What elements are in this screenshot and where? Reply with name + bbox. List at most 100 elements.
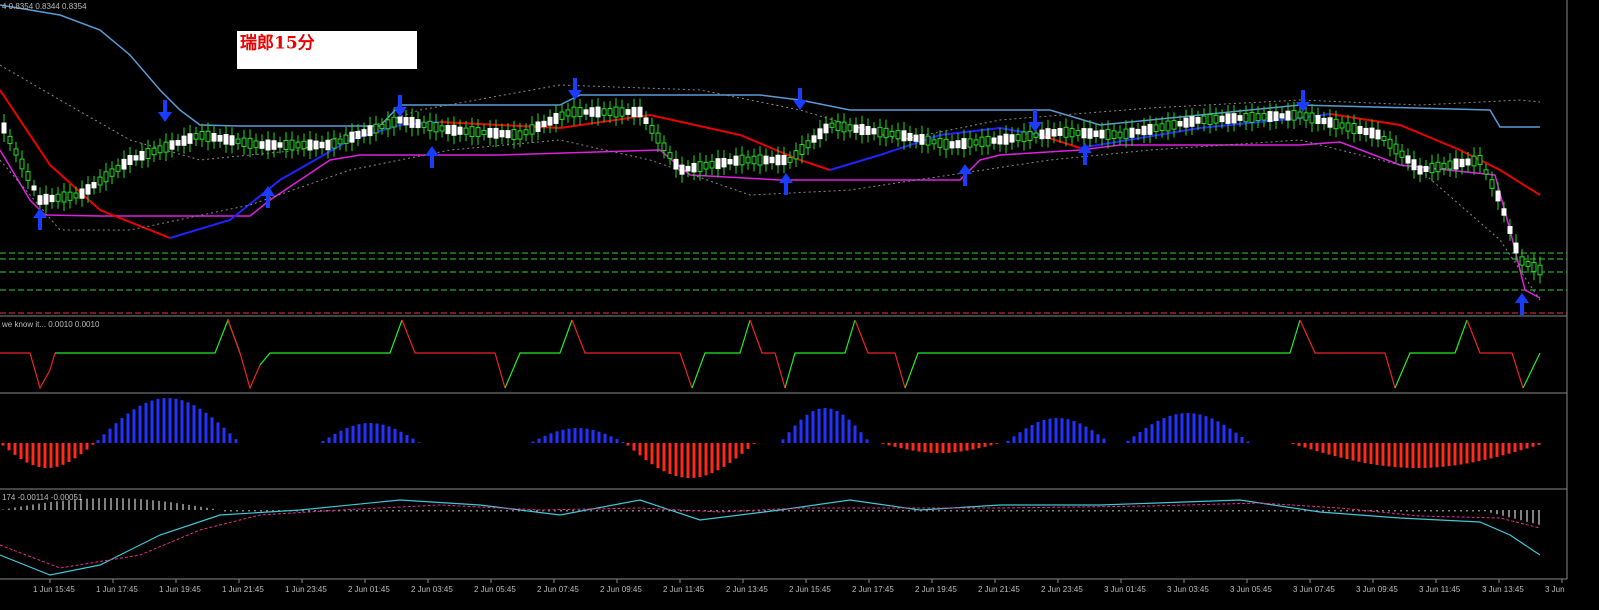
candle-body [133, 155, 139, 161]
candle-body [775, 154, 781, 166]
candle-body [1321, 117, 1327, 125]
candle-body [1333, 118, 1339, 130]
candle-body [1435, 161, 1441, 173]
candle-body [1027, 131, 1033, 141]
candle-body [7, 135, 13, 145]
candle-body [1243, 113, 1249, 123]
time-label: 2 Jun 17:45 [852, 585, 894, 594]
candle-body [1303, 112, 1309, 121]
candle-body [433, 122, 439, 133]
oscillator-down [0, 352, 56, 390]
candle-body [883, 127, 889, 139]
time-label: 2 Jun 03:45 [411, 585, 453, 594]
candle-body [1033, 132, 1039, 138]
candle-body [1525, 261, 1531, 267]
candle-body [1039, 129, 1045, 140]
candle-body [1201, 115, 1207, 125]
candle-body [1507, 226, 1513, 234]
candle-body [1249, 111, 1255, 123]
candle-body [457, 126, 463, 135]
oscillator-down [227, 319, 261, 390]
candle-body [673, 158, 679, 170]
candle-body [1009, 134, 1015, 143]
candle-body [151, 147, 157, 156]
candle-body [841, 121, 847, 133]
oscillator-down [1299, 319, 1396, 389]
candle-body [1447, 160, 1453, 170]
candle-body [313, 140, 319, 150]
candle-body [37, 195, 43, 205]
candle-body [79, 188, 85, 199]
candle-body [985, 135, 991, 147]
candle-body [1411, 159, 1417, 171]
candle-body [649, 125, 655, 134]
candle-body [1177, 121, 1183, 127]
ma-down [1329, 113, 1541, 196]
candle-body [1159, 123, 1165, 131]
candle-body [445, 125, 451, 135]
candle-body [91, 182, 97, 189]
ma-down [0, 89, 171, 239]
candle-body [511, 129, 517, 141]
candle-body [217, 135, 223, 142]
candle-body [697, 161, 703, 173]
candle-body [847, 124, 853, 132]
candle-body [1273, 111, 1279, 122]
candle-body [1429, 162, 1435, 174]
candle-body [1441, 162, 1447, 170]
candle-body [85, 184, 91, 195]
candle-body [463, 127, 469, 135]
candle-body [505, 130, 511, 139]
candle-body [1471, 155, 1477, 167]
candle-body [835, 121, 841, 132]
oscillator-down [854, 319, 906, 389]
time-label: 2 Jun 13:45 [726, 585, 768, 594]
candle-body [211, 133, 217, 142]
candle-body [427, 120, 433, 132]
candle-body [1093, 130, 1099, 138]
candle-body [1531, 261, 1537, 273]
candle-body [1489, 179, 1495, 189]
candle-body [487, 127, 493, 138]
candle-body [1459, 158, 1465, 168]
oscillator-up [784, 319, 856, 389]
candle-body [223, 134, 229, 145]
candle-body [1315, 115, 1321, 124]
candle-body [1357, 125, 1363, 135]
candle-body [1423, 165, 1429, 173]
candle-body [625, 109, 631, 115]
time-label: 3 Jun 11:45 [1419, 585, 1461, 594]
candle-body [853, 124, 859, 133]
candle-body [493, 127, 499, 139]
candle-body [301, 140, 307, 150]
candle-body [997, 135, 1003, 145]
candle-body [529, 124, 535, 135]
candle-body [1141, 125, 1147, 136]
candle-body [799, 144, 805, 155]
candle-body [817, 128, 823, 140]
candle-body [1225, 113, 1231, 124]
candle-body [1189, 116, 1195, 127]
candle-body [349, 131, 355, 143]
candle-body [1075, 130, 1081, 136]
level-lines [0, 252, 1567, 314]
candle-body [325, 139, 331, 151]
candle-body [913, 134, 919, 142]
candle-body [859, 124, 865, 136]
candle-body [361, 129, 367, 137]
candle-body [1171, 120, 1177, 130]
candle-body [265, 139, 271, 151]
candle-body [43, 193, 49, 205]
candle-body [1063, 126, 1069, 138]
candle-body [703, 161, 709, 170]
candle-body [13, 148, 19, 156]
oscillator-down [1466, 319, 1524, 389]
time-label: 3 Jun 03:45 [1167, 585, 1209, 594]
oscillator-down [401, 319, 506, 389]
time-label: 2 Jun 05:45 [474, 585, 516, 594]
candle-body [337, 138, 343, 145]
candle-body [607, 108, 613, 116]
candle-body [931, 139, 937, 145]
